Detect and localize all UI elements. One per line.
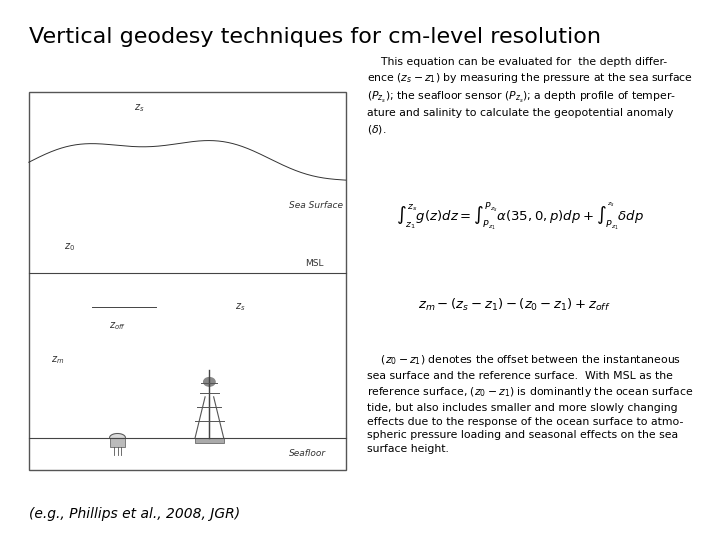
Text: $z_s$: $z_s$: [235, 301, 246, 313]
Text: $\int_{z_1}^{z_s} g(z)dz = \int_{P_{z_1}}^{P_{z_s}} \alpha(35, 0, p)dp + \int_{P: $\int_{z_1}^{z_s} g(z)dz = \int_{P_{z_1}…: [396, 200, 644, 232]
Text: $z_{off}$: $z_{off}$: [109, 320, 126, 332]
Text: This equation can be evaluated for  the depth differ-
ence $(z_s - z_1)$ by meas: This equation can be evaluated for the d…: [367, 57, 693, 136]
Circle shape: [204, 377, 215, 386]
Bar: [29, 92, 346, 470]
Text: Seafloor: Seafloor: [289, 449, 325, 458]
Bar: [195, 437, 224, 443]
Polygon shape: [109, 434, 125, 437]
Text: $z_m - (z_s - z_1) - (z_0 - z_1) + z_{off}$: $z_m - (z_s - z_1) - (z_0 - z_1) + z_{of…: [418, 297, 610, 313]
Text: $z_0$: $z_0$: [65, 241, 76, 253]
Bar: [109, 437, 125, 447]
Text: MSL: MSL: [305, 259, 323, 268]
Text: (e.g., Phillips et al., 2008, JGR): (e.g., Phillips et al., 2008, JGR): [29, 507, 240, 521]
Text: $(z_0 - z_1)$ denotes the offset between the instantaneous
sea surface and the r: $(z_0 - z_1)$ denotes the offset between…: [367, 354, 693, 454]
Text: Vertical geodesy techniques for cm-level resolution: Vertical geodesy techniques for cm-level…: [29, 27, 600, 47]
Text: $z_m$: $z_m$: [50, 354, 64, 366]
Text: Sea Surface: Sea Surface: [289, 201, 343, 210]
Text: $z_s$: $z_s$: [135, 103, 145, 114]
